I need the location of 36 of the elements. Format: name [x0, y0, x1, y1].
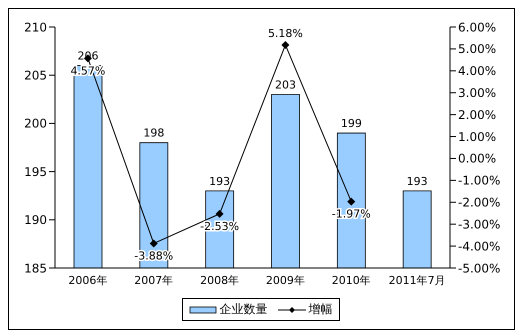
- y2-tick-label: -4.00%: [458, 239, 500, 254]
- y2-tick-label: 5.00%: [458, 42, 496, 56]
- point: [150, 239, 158, 248]
- y2-tick-label: -5.00%: [458, 261, 500, 276]
- point: [216, 210, 224, 218]
- x-tick-label: 2008年: [200, 274, 240, 287]
- y2-tick-label: -2.00%: [458, 196, 500, 210]
- y-tick-label: 195: [24, 164, 47, 179]
- y2-tick-label: 6.00%: [458, 20, 496, 34]
- point: [281, 40, 290, 49]
- y-tick-label: 205: [24, 68, 47, 82]
- y-tick-label: 210: [24, 20, 47, 34]
- y-tick-label: 200: [24, 116, 47, 131]
- x-tick-label: 2006年: [68, 274, 108, 287]
- y2-tick-label: -3.00%: [458, 217, 500, 232]
- data-label: 199: [340, 117, 362, 130]
- y2-tick-label: 2.00%: [458, 108, 496, 122]
- point: [347, 198, 356, 206]
- y2-tick-label: 0.00%: [458, 152, 496, 166]
- data-label: 193: [406, 174, 428, 188]
- x-tick-label: 2011年7月: [388, 274, 446, 287]
- y-tick-label: 190: [24, 213, 47, 228]
- legend-label: 企业数量: [218, 301, 268, 318]
- data-label: 203: [275, 78, 296, 92]
- legend-label: 增幅: [308, 301, 332, 318]
- y2-tick-label: 3.00%: [458, 86, 496, 100]
- x-tick-label: 2009年: [266, 274, 305, 287]
- y2-tick-label: 4.00%: [458, 64, 496, 78]
- x-tick-label: 2007年: [134, 274, 174, 287]
- data-label: 198: [143, 126, 164, 140]
- y2-tick-label: 1.00%: [458, 130, 496, 144]
- data-label: 193: [209, 174, 230, 188]
- y2-tick-label: -1.00%: [458, 174, 500, 188]
- data-label: 5.18%: [268, 26, 303, 40]
- x-tick-label: 2010年: [332, 274, 371, 287]
- y-tick-label: 185: [24, 261, 47, 276]
